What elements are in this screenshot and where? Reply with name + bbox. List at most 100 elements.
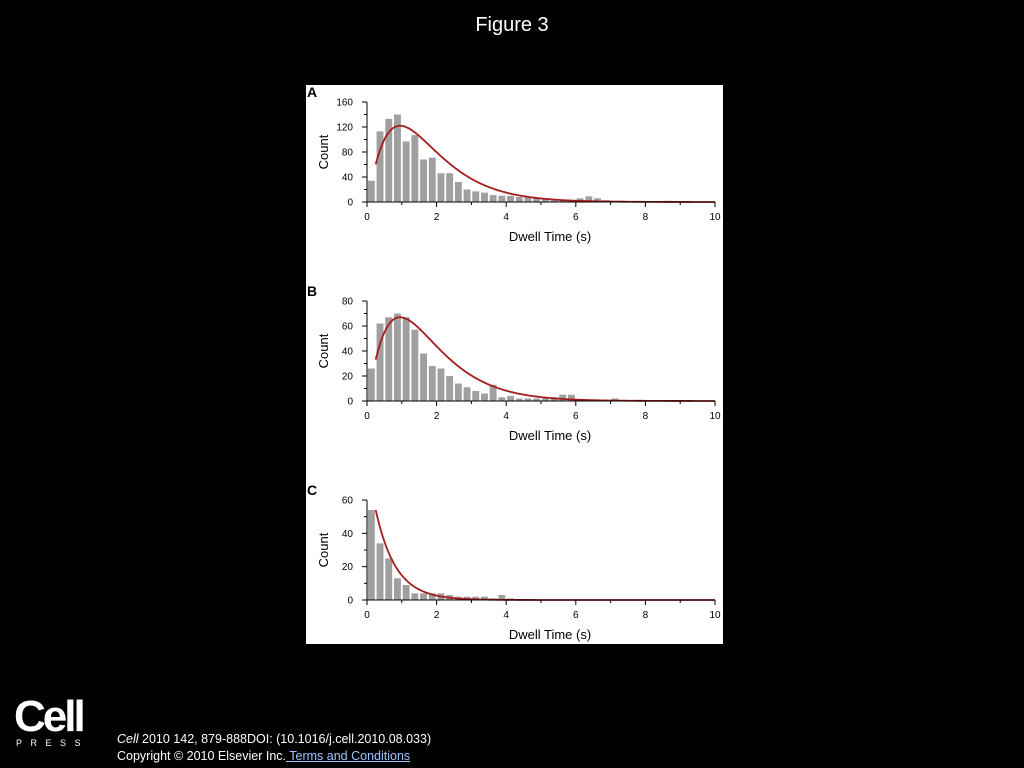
copyright-text: Copyright © 2010 Elsevier Inc. <box>117 749 287 763</box>
panel-c-x-tick-label: 0 <box>364 610 370 621</box>
panel-c-x-tick-label: 8 <box>643 610 649 621</box>
logo-word: Cell <box>14 692 86 741</box>
panel-b-y-tick-label: 80 <box>342 297 354 308</box>
panel-b-bar <box>367 368 375 401</box>
panel-b-bar <box>376 323 384 401</box>
panel-c-y-tick-label: 40 <box>342 529 354 540</box>
panel-b-x-tick-label: 2 <box>434 411 440 422</box>
panel-b-bar <box>489 384 497 401</box>
panel-a-bar <box>454 182 462 202</box>
panel-b-y-tick-label: 0 <box>347 397 353 408</box>
panel-c-x-tick-label: 2 <box>434 610 440 621</box>
panel-a-bar <box>402 141 410 202</box>
panel-a-bar <box>367 180 375 202</box>
panel-b-bar <box>533 398 541 401</box>
panel-c-bar <box>385 558 393 600</box>
citation-details: 2010 142, 879-888DOI: (10.1016/j.cell.20… <box>138 732 432 746</box>
panel-c-y-tick-label: 20 <box>342 562 354 573</box>
panel-a-bar <box>515 197 523 202</box>
panel-c-x-axis-title: Dwell Time (s) <box>509 627 591 642</box>
panel-a-bar <box>489 195 497 203</box>
panel-a-bar <box>463 189 471 202</box>
panel-b-bar <box>481 393 488 401</box>
panel-b-y-axis-title: Count <box>316 333 331 368</box>
panel-b-x-tick-label: 0 <box>364 411 370 422</box>
panel-a-bar <box>394 114 401 202</box>
panel-a-x-tick-label: 6 <box>573 212 579 223</box>
panel-a-y-tick-label: 80 <box>342 148 354 159</box>
panel-b-bar <box>568 394 575 401</box>
panel-a-bar <box>481 192 488 203</box>
panel-a-y-tick-label: 120 <box>336 123 353 134</box>
panel-a-bar <box>428 157 436 203</box>
panel-b-letter: B <box>307 283 317 299</box>
panel-a-bar <box>498 195 506 202</box>
panel-c-x-tick-label: 4 <box>503 610 509 621</box>
panel-a-bar <box>594 198 601 202</box>
panel-c-bar <box>481 596 488 600</box>
panel-a-bar <box>507 195 514 202</box>
panel-b-bar <box>428 366 436 401</box>
panel-b-y-tick-label: 60 <box>342 322 354 333</box>
panel-a-letter: A <box>307 85 317 100</box>
panel-b-x-axis-title: Dwell Time (s) <box>509 428 591 443</box>
panel-b-bar <box>420 353 427 401</box>
panel-a-y-tick-label: 160 <box>336 98 353 109</box>
panel-a-bar <box>437 173 445 202</box>
panel-a-x-tick-label: 0 <box>364 212 370 223</box>
panel-c-x-tick-label: 6 <box>573 610 579 621</box>
panel-b-bar <box>515 398 523 401</box>
panel-c-bar <box>394 578 401 600</box>
panel-a-bar <box>446 173 454 202</box>
panel-b-bar <box>498 397 506 401</box>
panel-b-bar <box>394 313 401 401</box>
panel-c-bar <box>472 596 480 600</box>
panel-c-bar <box>498 595 506 600</box>
panel-a-x-tick-label: 2 <box>434 212 440 223</box>
panel-a-bar <box>524 197 532 202</box>
terms-link[interactable]: Terms and Conditions <box>286 749 411 763</box>
panel-c-y-axis-title: Count <box>316 532 331 567</box>
panel-c-y-tick-label: 0 <box>347 596 353 607</box>
cell-press-logo: Cell PRESS <box>14 692 90 752</box>
panel-c-bar <box>428 593 436 600</box>
panel-a-bar <box>533 198 541 202</box>
citation-line: Cell 2010 142, 879-888DOI: (10.1016/j.ce… <box>117 731 431 748</box>
panel-b-y-tick-label: 40 <box>342 347 354 358</box>
logo-press: PRESS <box>16 738 90 748</box>
panel-a-bar <box>559 200 567 203</box>
panel-a-x-tick-label: 10 <box>709 212 721 223</box>
panel-b-bar <box>524 398 532 401</box>
figure-panel: A 0 2 4 6 8 10 0 40 80 120 160 Dwell Time (s) Count B 0… <box>306 85 723 644</box>
panel-b-bar <box>463 387 471 401</box>
panel-c-letter: C <box>307 482 317 498</box>
panel-b-bar <box>437 368 445 401</box>
panel-a-y-axis-title: Count <box>316 134 331 169</box>
panel-a-bar <box>472 191 480 203</box>
panel-b-bar <box>385 317 393 401</box>
panel-b-bar <box>446 376 454 401</box>
panel-b-x-tick-label: 8 <box>643 411 649 422</box>
panel-b-bar <box>454 383 462 401</box>
copyright-line: Copyright © 2010 Elsevier Inc. Terms and… <box>117 748 431 765</box>
panel-a-bar <box>376 131 384 203</box>
panel-c-bar <box>402 585 410 600</box>
citation: Cell 2010 142, 879-888DOI: (10.1016/j.ce… <box>117 731 431 765</box>
slide-title: Figure 3 <box>475 14 549 36</box>
panel-b-y-tick-label: 20 <box>342 372 354 383</box>
panel-c-bar <box>411 593 419 600</box>
panel-c-bar <box>420 593 427 600</box>
panel-a-y-tick-label: 40 <box>342 173 354 184</box>
panel-c-bar <box>367 510 375 600</box>
panel-a-x-tick-label: 4 <box>503 212 509 223</box>
panel-c-x-tick-label: 10 <box>709 610 721 621</box>
panel-a-bar <box>420 159 427 202</box>
panel-b-x-tick-label: 10 <box>709 411 721 422</box>
panel-b-bar <box>507 396 514 401</box>
panel-b-bar <box>402 317 410 401</box>
panel-b-x-tick-label: 4 <box>503 411 509 422</box>
panel-c-fit-curve <box>374 509 715 601</box>
panel-a-bar <box>541 198 549 203</box>
panel-c-bar <box>376 543 384 600</box>
